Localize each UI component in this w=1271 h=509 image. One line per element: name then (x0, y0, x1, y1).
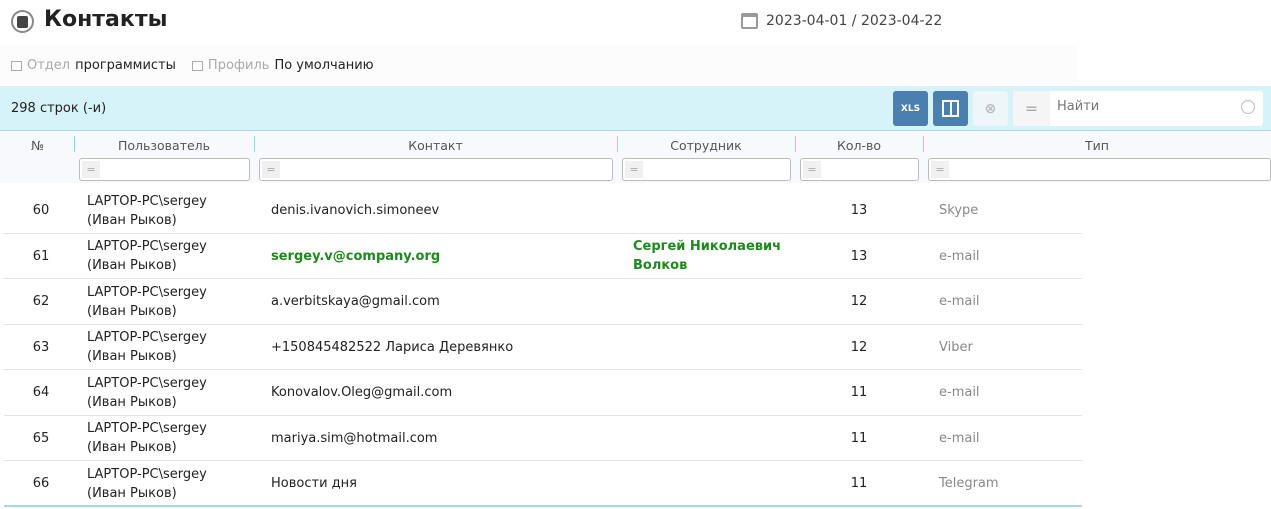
cell-user: LAPTOP-PC\sergey (Иван Рыков) (87, 375, 207, 410)
cell-qty: 12 (850, 339, 868, 355)
cell-number: 60 (32, 203, 50, 218)
cell-type: e-mail (939, 430, 980, 446)
cell-qty: 11 (850, 385, 868, 400)
cell-qty: 11 (850, 476, 868, 491)
table-row[interactable]: 65 LAPTOP-PC\sergey (Иван Рыков) mariya.s… (4, 416, 1082, 461)
table-row[interactable]: 63 LAPTOP-PC\sergey (Иван Рыков) +1508454… (4, 325, 1082, 370)
cell-user: LAPTOP-PC\sergey (Иван Рыков) (87, 239, 207, 273)
search-mode-icon[interactable]: = (1013, 91, 1050, 126)
date-range-picker[interactable]: 2023-04-01 / 2023-04-22 (741, 13, 942, 29)
cell-number: 65 (32, 430, 50, 446)
row-count: 298 строк (-и) (11, 101, 107, 116)
filter-user-input[interactable]: = (79, 158, 250, 181)
cell-number: 62 (32, 294, 50, 309)
columns-button[interactable] (933, 91, 968, 126)
cell-number: 64 (32, 385, 50, 400)
search-box: = (1013, 91, 1263, 126)
cell-contact: sergey.v@company.org (271, 248, 441, 264)
cell-number: 63 (32, 339, 50, 355)
contacts-book-icon (11, 10, 34, 33)
column-user[interactable]: Пользователь = (74, 131, 254, 183)
cell-number: 61 (32, 248, 50, 264)
cell-user: LAPTOP-PC\sergey (Иван Рыков) (87, 421, 207, 455)
cell-type: e-mail (939, 385, 980, 400)
date-range: 2023-04-01 / 2023-04-22 (766, 13, 943, 29)
cell-type: Skype (939, 203, 979, 218)
table-row[interactable]: 62 LAPTOP-PC\sergey (Иван Рыков) a.verbit… (4, 279, 1082, 325)
cell-user: LAPTOP-PC\sergey (Иван Рыков) (87, 466, 207, 501)
column-qty[interactable]: Кол-во = (795, 131, 923, 183)
column-number[interactable]: № (30, 138, 44, 153)
filter-qty-input[interactable]: = (800, 158, 919, 181)
reset-icon: ⊗ (984, 100, 997, 117)
cell-type: e-mail (939, 294, 980, 309)
page-title: Контакты (44, 7, 168, 32)
cell-qty: 13 (850, 203, 868, 218)
column-employee[interactable]: Сотрудник = (617, 131, 795, 183)
filter-contact-input[interactable]: = (259, 158, 613, 181)
cell-contact: +150845482522 Лариса Деревянко (271, 339, 514, 355)
filter-bar: Отдел программисты Профиль По умолчанию (0, 45, 1078, 86)
filter-key: Отдел (27, 58, 71, 73)
column-type[interactable]: Тип = (923, 131, 1271, 183)
cell-qty: 13 (850, 248, 868, 264)
table-row[interactable]: 61 LAPTOP-PC\sergey (Иван Рыков) sergey.v… (4, 234, 1082, 279)
cell-type: Telegram (939, 476, 999, 491)
cell-user: LAPTOP-PC\sergey (Иван Рыков) (87, 330, 207, 364)
search-input[interactable] (1057, 99, 1227, 114)
cell-contact: a.verbitskaya@gmail.com (271, 294, 440, 309)
cell-contact: Konovalov.Oleg@gmail.com (271, 385, 453, 400)
cell-contact: Новости дня (271, 476, 357, 491)
cell-contact: denis.ivanovich.simoneev (271, 203, 440, 218)
filter-type-input[interactable]: = (928, 158, 1271, 181)
columns-icon (942, 100, 959, 117)
filter-key: Профиль (207, 58, 270, 73)
xls-icon: XLS (900, 103, 921, 114)
calendar-icon (741, 13, 758, 29)
table-row[interactable]: 64 LAPTOP-PC\sergey (Иван Рыков) Konovalo… (4, 370, 1082, 416)
building-icon (191, 60, 203, 71)
reset-filters-button[interactable]: ⊗ (973, 91, 1008, 126)
department-icon (11, 60, 22, 71)
filter-employee-input[interactable]: = (622, 158, 791, 181)
cell-qty: 11 (850, 430, 868, 446)
cell-type: Viber (939, 339, 973, 355)
table-row[interactable]: 66 LAPTOP-PC\sergey (Иван Рыков) Новости … (4, 461, 1082, 507)
column-headers: № Пользователь = Контакт = Сотрудник = Кол-… (0, 131, 1271, 183)
column-contact[interactable]: Контакт = (254, 131, 617, 183)
cell-qty: 12 (850, 294, 868, 309)
toolbar: 298 строк (-и) XLS ⊗ = (0, 86, 1271, 131)
page-header: Контакты 2023-04-01 / 2023-04-22 (0, 0, 1271, 45)
cell-user: LAPTOP-PC\sergey (Иван Рыков) (87, 284, 207, 319)
filter-profile[interactable]: По умолчанию (274, 58, 374, 73)
cell-type: e-mail (939, 248, 980, 264)
cell-employee: Сергей Николаевич Волков (633, 239, 782, 273)
table-body: 60 LAPTOP-PC\sergey (Иван Рыков) denis.iv… (4, 188, 1082, 507)
cell-number: 66 (32, 476, 50, 491)
search-icon[interactable] (1241, 100, 1255, 114)
cell-user: LAPTOP-PC\sergey (Иван Рыков) (87, 193, 207, 228)
table-row[interactable]: 60 LAPTOP-PC\sergey (Иван Рыков) denis.iv… (4, 188, 1082, 234)
filter-department[interactable]: программисты (75, 58, 176, 73)
export-xls-button[interactable]: XLS (893, 91, 928, 126)
cell-contact: mariya.sim@hotmail.com (271, 430, 438, 446)
